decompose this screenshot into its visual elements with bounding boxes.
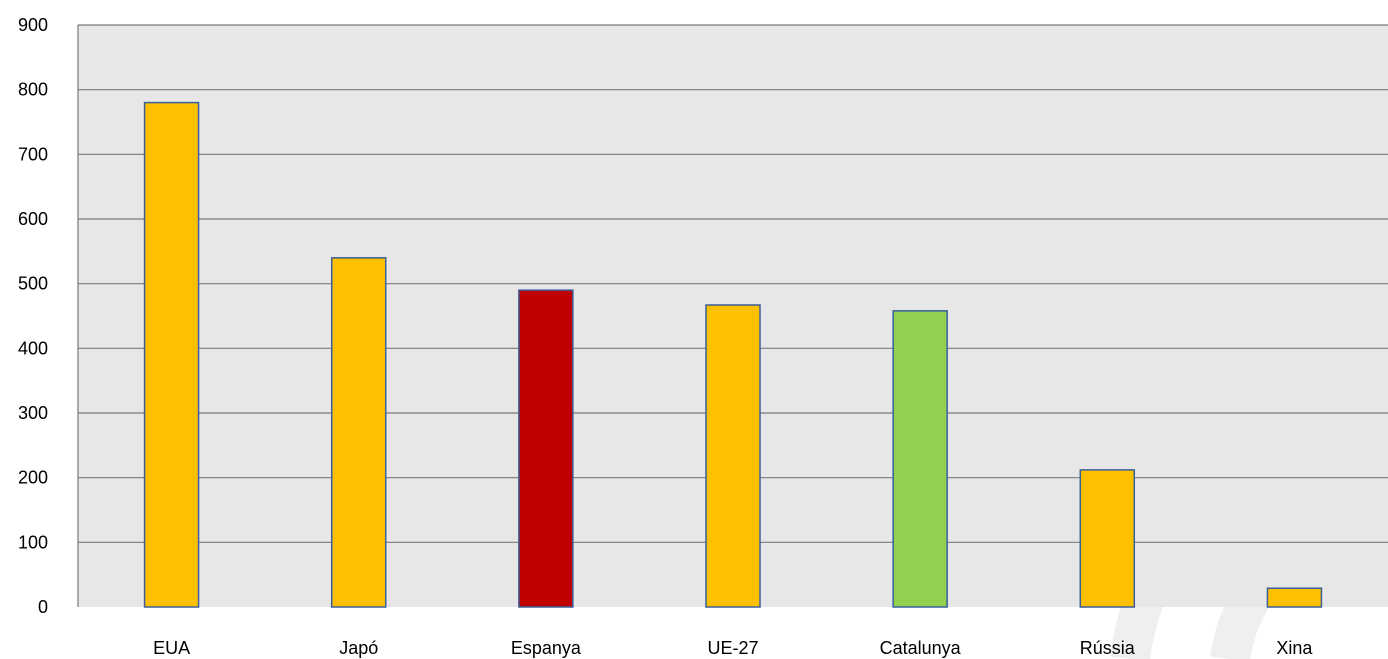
y-tick-label: 500 <box>18 274 48 294</box>
x-category-label: Rússia <box>1080 638 1136 658</box>
y-tick-label: 600 <box>18 209 48 229</box>
y-tick-label: 900 <box>18 15 48 35</box>
bar-0 <box>143 101 200 608</box>
bar-5 <box>1079 469 1136 608</box>
x-category-label: Japó <box>339 638 378 658</box>
bars <box>143 101 1323 608</box>
x-category-label: Catalunya <box>880 638 962 658</box>
bar-2 <box>518 289 574 608</box>
bar-3 <box>705 304 761 608</box>
bar-6 <box>1266 587 1323 608</box>
x-category-label: EUA <box>153 638 190 658</box>
x-axis-category-labels: EUA Japó Espanya UE-27 Catalunya Rússia Xina <box>153 638 1313 658</box>
y-axis-tick-labels: 0 100 200 300 400 500 600 700 800 900 <box>18 15 48 617</box>
x-category-label: Xina <box>1276 638 1313 658</box>
y-tick-label: 0 <box>38 597 48 617</box>
y-tick-label: 200 <box>18 468 48 488</box>
bar-4 <box>892 310 948 608</box>
y-tick-label: 700 <box>18 144 48 164</box>
y-tick-label: 800 <box>18 80 48 100</box>
x-category-label: Espanya <box>511 638 582 658</box>
x-category-label: UE-27 <box>707 638 758 658</box>
bar-1 <box>330 257 387 608</box>
y-tick-label: 400 <box>18 338 48 358</box>
y-tick-label: 300 <box>18 403 48 423</box>
y-tick-label: 100 <box>18 532 48 552</box>
